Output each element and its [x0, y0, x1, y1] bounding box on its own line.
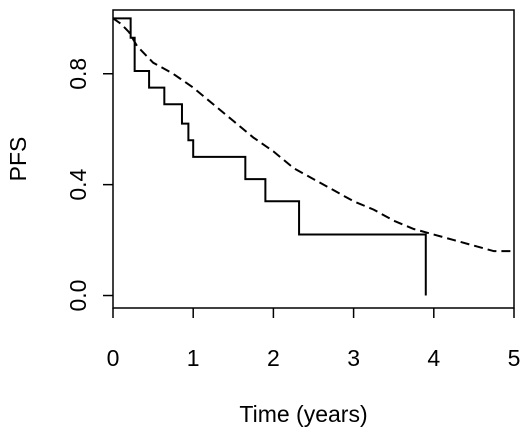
- x-tick-label: 5: [508, 345, 520, 371]
- x-tick-label: 4: [427, 345, 440, 371]
- y-tick-label: 0.4: [65, 168, 91, 200]
- plot-frame: [112, 9, 515, 309]
- x-axis-label: Time (years): [239, 401, 367, 427]
- y-tick-label: 0.0: [65, 280, 91, 312]
- y-tick-label: 0.8: [65, 58, 91, 90]
- x-tick-label: 1: [187, 345, 200, 371]
- x-tick-label: 2: [267, 345, 280, 371]
- x-tick-label: 3: [347, 345, 360, 371]
- y-axis-label: PFS: [5, 137, 31, 182]
- series-line-dashed: [112, 17, 514, 253]
- x-tick-label: 0: [107, 345, 120, 371]
- series-line-solid: [113, 17, 427, 296]
